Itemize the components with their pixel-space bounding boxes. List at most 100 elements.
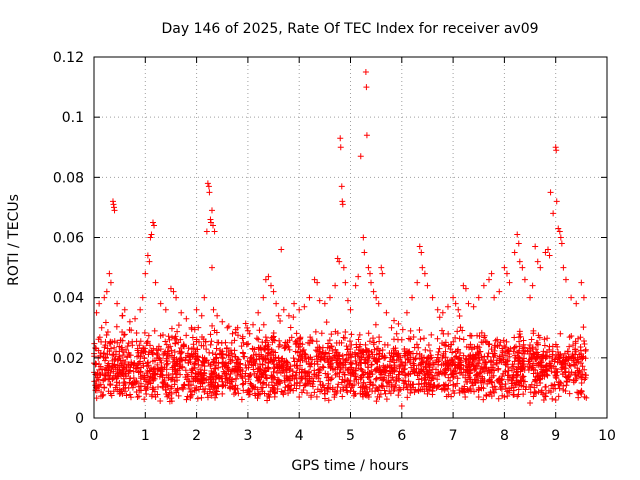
roti-point [416,326,423,333]
roti-point [579,363,586,370]
roti-point [276,337,283,344]
roti-point [102,319,109,326]
roti-point [215,359,222,366]
roti-point [219,348,226,355]
roti-point [454,328,461,335]
y-tick-label: 0.04 [53,291,84,307]
roti-point [381,387,388,394]
roti-point [336,339,343,346]
roti-point [219,354,226,361]
roti-point [552,356,559,363]
roti-point [292,372,299,379]
roti-point [227,358,234,365]
roti-point [247,380,254,387]
roti-point [360,390,367,397]
roti-point [537,376,544,383]
roti-point [242,370,249,377]
roti-point [390,345,397,352]
roti-point [376,394,383,401]
roti-point [127,364,134,371]
roti-point [356,331,363,338]
roti-point [260,321,267,328]
roti-point [452,348,459,355]
roti-point [235,356,242,363]
roti-point [475,294,482,301]
roti-point [549,395,556,402]
roti-point [555,379,562,386]
roti-point [164,393,171,400]
roti-point [101,344,108,351]
roti-point [264,397,271,404]
roti-point [151,222,158,229]
roti-point [211,228,218,235]
roti-point [538,359,545,366]
roti-point [526,345,533,352]
roti-point [273,380,280,387]
roti-point [175,322,182,329]
roti-point [276,341,283,348]
roti-point [533,373,540,380]
roti-point [365,364,372,371]
roti-point [207,376,214,383]
roti-point [301,303,308,310]
roti-point [368,362,375,369]
roti-point [327,365,334,372]
roti-point [436,371,443,378]
roti-point [395,392,402,399]
roti-point [307,380,314,387]
roti-point [193,306,200,313]
roti-point [438,362,445,369]
roti-point [506,353,513,360]
roti-point [434,354,441,361]
roti-point [501,264,508,271]
roti-point [581,341,588,348]
roti-point [233,359,240,366]
roti-point [111,204,118,211]
roti-point [173,387,180,394]
roti-point [160,384,167,391]
roti-point [516,258,523,265]
roti-point [208,264,215,271]
roti-point [254,377,261,384]
roti-point [419,359,426,366]
roti-point [344,376,351,383]
roti-point [120,365,127,372]
roti-point [224,324,231,331]
roti-point [125,340,132,347]
roti-point [198,312,205,319]
roti-point [546,252,553,259]
roti-point [360,234,367,241]
roti-point [363,132,370,139]
roti-point [213,345,220,352]
roti-point [431,372,438,379]
roti-point [442,383,449,390]
roti-point [358,372,365,379]
x-tick-label: 3 [243,428,252,444]
roti-point [343,356,350,363]
roti-point [144,338,151,345]
roti-point [516,330,523,337]
roti-point [129,384,136,391]
roti-point [254,395,261,402]
roti-point [203,346,210,353]
axes [93,56,608,419]
roti-point [343,343,350,350]
roti-point [421,370,428,377]
roti-point [481,377,488,384]
roti-point [137,358,144,365]
roti-point [486,276,493,283]
roti-point [127,391,134,398]
roti-point [249,385,256,392]
roti-point [560,386,567,393]
roti-point [298,351,305,358]
roti-point [240,339,247,346]
roti-point [131,360,138,367]
roti-point [132,378,139,385]
roti-point [425,354,432,361]
roti-point [460,352,467,359]
roti-point [263,381,270,388]
roti-point [502,369,509,376]
roti-point [119,352,126,359]
roti-point [278,363,285,370]
roti-point [311,360,318,367]
